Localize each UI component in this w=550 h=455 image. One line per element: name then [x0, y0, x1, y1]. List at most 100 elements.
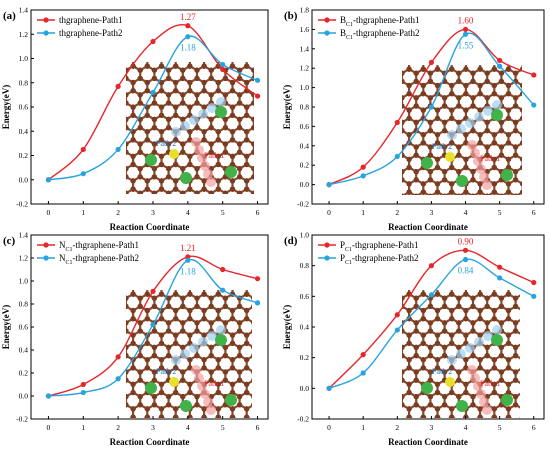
carbon-atom: [392, 91, 397, 96]
carbon-atom: [442, 119, 448, 125]
x-tick-label: 1: [361, 208, 365, 217]
data-point: [115, 146, 121, 153]
carbon-atom: [116, 105, 121, 110]
carbon-atom: [280, 141, 285, 146]
carbon-atom: [534, 165, 539, 170]
carbon-atom: [520, 341, 525, 346]
carbon-atom: [402, 377, 405, 383]
carbon-atom: [166, 369, 172, 375]
carbon-atom: [258, 308, 263, 313]
carbon-atom: [131, 267, 136, 272]
y-tick-label: 0.4: [300, 141, 310, 150]
carbon-atom: [126, 295, 129, 301]
carbon-atom: [463, 66, 469, 72]
carbon-atom: [413, 95, 419, 101]
carbon-atom: [470, 279, 475, 284]
carbon-atom: [498, 119, 504, 125]
carbon-atom: [180, 394, 186, 400]
carbon-atom: [456, 344, 462, 350]
carbon-atom: [492, 431, 497, 436]
carbon-atom: [251, 116, 254, 122]
carbon-atom: [116, 390, 121, 395]
carbon-atom: [215, 316, 221, 322]
carbon-atom: [385, 353, 390, 358]
carbon-atom: [201, 178, 207, 184]
y-tick-label: 0.2: [19, 151, 29, 160]
carbon-atom: [421, 431, 426, 436]
carbon-atom: [251, 304, 252, 309]
carbon-atom: [258, 292, 263, 297]
carbon-atom: [505, 132, 512, 138]
carbon-atom: [477, 316, 483, 322]
carbon-atom: [251, 199, 256, 204]
legend-label: thgraphene-Path1: [59, 15, 122, 25]
carbon-atom: [406, 132, 412, 138]
carbon-atom: [237, 141, 243, 147]
path1-marker: [191, 137, 201, 147]
carbon-atom: [180, 369, 186, 375]
carbon-atom: [126, 344, 129, 350]
carbon-atom: [109, 117, 114, 122]
carbon-atom: [428, 279, 433, 284]
carbon-atom: [520, 82, 522, 89]
carbon-atom: [166, 427, 171, 432]
carbon-atom: [194, 279, 199, 284]
carbon-atom: [144, 340, 150, 346]
carbon-atom: [506, 206, 511, 211]
carbon-atom: [258, 55, 263, 60]
carbon-atom: [229, 406, 236, 412]
carbon-atom: [413, 119, 419, 125]
carbon-atom: [414, 54, 419, 59]
carbon-atom: [166, 279, 171, 284]
carbon-atom: [498, 377, 504, 383]
carbon-atom: [201, 316, 207, 322]
carbon-atom: [244, 414, 250, 418]
carbon-atom: [414, 46, 419, 51]
carbon-atom: [166, 344, 172, 350]
data-point: [360, 164, 366, 170]
data-point: [185, 34, 191, 40]
carbon-atom: [202, 283, 207, 288]
carbon-atom: [449, 414, 455, 418]
carbon-atom: [385, 177, 390, 182]
carbon-atom: [477, 406, 483, 412]
y-tick-label: -0.2: [297, 200, 309, 209]
carbon-atom: [158, 63, 165, 69]
carbon-atom: [109, 369, 114, 374]
legend-label: BC1-thgraphene-Path2: [340, 28, 420, 41]
carbon-atom: [477, 91, 483, 97]
data-point: [462, 256, 469, 263]
carbon-atom: [109, 141, 114, 146]
carbon-atom: [244, 431, 249, 436]
carbon-atom: [258, 178, 263, 183]
carbon-atom: [109, 117, 114, 122]
carbon-atom: [378, 91, 383, 96]
carbon-atom: [527, 120, 532, 125]
carbon-atom: [456, 152, 462, 158]
carbon-atom: [158, 291, 165, 297]
carbon-atom: [406, 406, 412, 412]
carbon-atom: [102, 55, 107, 60]
carbon-atom: [166, 199, 171, 204]
carbon-atom: [414, 427, 419, 432]
carbon-atom: [534, 365, 539, 370]
carbon-atom: [222, 190, 228, 194]
carbon-atom: [201, 129, 207, 135]
carbon-atom: [520, 406, 525, 411]
carbon-atom: [407, 206, 412, 211]
path2-marker: [216, 97, 226, 107]
li-atom: [215, 334, 227, 346]
carbon-atom: [442, 344, 448, 350]
carbon-atom: [126, 320, 129, 326]
carbon-atom: [435, 58, 440, 63]
carbon-atom: [499, 46, 504, 51]
carbon-atom: [173, 79, 179, 86]
carbon-atom: [413, 402, 419, 408]
carbon-atom: [251, 174, 254, 180]
carbon-atom: [427, 344, 433, 350]
carbon-atom: [109, 68, 114, 73]
carbon-atom: [145, 283, 150, 288]
carbon-atom: [130, 112, 136, 118]
carbon-atom: [109, 271, 114, 276]
carbon-atom: [427, 328, 433, 334]
